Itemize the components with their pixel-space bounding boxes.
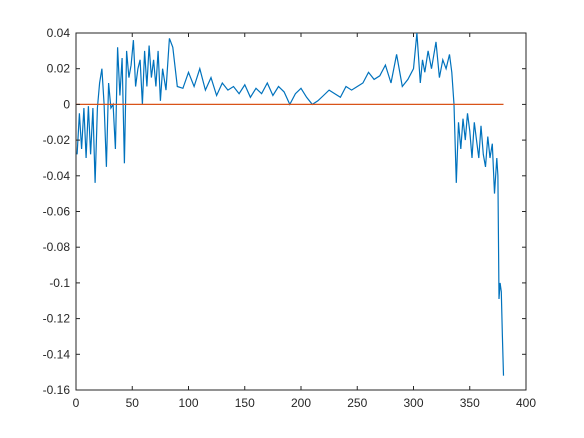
axes-box [75,32,527,391]
y-tick-label: -0.14 [43,347,71,361]
x-tick-label: 50 [126,396,140,410]
y-tick-label: 0.04 [47,26,71,40]
x-axis-ticks: 0 50 100 150 200 250 300 350 400 [73,33,536,410]
y-tick-label: -0.12 [43,312,71,326]
y-tick-label: -0.04 [43,169,71,183]
x-tick-label: 0 [73,396,80,410]
y-tick-label: -0.1 [49,276,70,290]
y-tick-label: -0.08 [43,240,71,254]
y-tick-label: -0.06 [43,205,71,219]
x-tick-label: 250 [347,396,367,410]
y-tick-label: 0.02 [47,62,71,76]
x-tick-label: 300 [403,396,423,410]
x-tick-label: 150 [235,396,255,410]
data-series-line [76,32,505,376]
y-tick-label: 0 [63,97,70,111]
y-axis-ticks: 0.04 0.02 0 -0.02 -0.04 -0.06 -0.08 -0.1 -0.12 -0… [43,26,526,397]
y-tick-label: -0.16 [43,383,71,397]
x-tick-label: 400 [516,396,536,410]
x-tick-label: 350 [460,396,480,410]
x-tick-label: 100 [178,396,198,410]
x-tick-label: 200 [291,396,311,410]
y-tick-label: -0.02 [43,133,71,147]
